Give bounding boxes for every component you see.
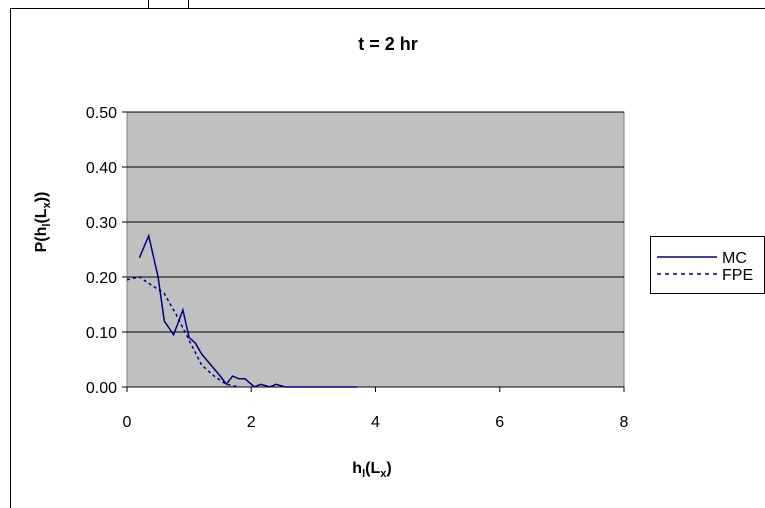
legend-label-fpe: FPE — [722, 267, 753, 284]
x-axis-label-open: (L — [365, 460, 380, 477]
legend-box — [650, 236, 765, 294]
y-tick-label: 0.30 — [86, 215, 117, 232]
top-border-fragment — [148, 0, 149, 9]
x-axis-label-main: h — [352, 460, 362, 477]
x-axis-label-sub1: l — [362, 468, 365, 480]
y-axis-ticks: 0.00 0.10 0.20 0.30 0.40 0.50 — [86, 105, 127, 397]
y-tick-label: 0.40 — [86, 160, 117, 177]
y-axis-label-close: )) — [33, 192, 50, 203]
x-tick-label: 4 — [371, 414, 380, 431]
x-axis-label-sub2: x — [380, 468, 387, 480]
y-axis-label-main: P(h — [33, 227, 50, 253]
legend-label-mc: MC — [722, 250, 747, 267]
legend: MC FPE — [650, 236, 765, 294]
x-tick-label: 6 — [495, 414, 504, 431]
x-axis-label-close: ) — [386, 460, 391, 477]
y-tick-label: 0.00 — [86, 380, 117, 397]
y-axis-label: P(hl(Lx)) — [33, 192, 53, 253]
x-tick-label: 8 — [620, 414, 629, 431]
chart-title: t = 2 hr — [358, 34, 418, 54]
y-tick-label: 0.10 — [86, 325, 117, 342]
x-axis-ticks: 0 2 4 6 8 — [123, 387, 629, 431]
top-border-fragment — [188, 0, 189, 9]
y-tick-label: 0.50 — [86, 105, 117, 122]
y-tick-label: 0.20 — [86, 270, 117, 287]
x-tick-label: 0 — [123, 414, 132, 431]
series-line-mc — [138, 233, 357, 388]
y-axis-label-open: (L — [33, 208, 50, 223]
y-axis-label-sub1: l — [41, 224, 53, 227]
series-line-fpe — [126, 276, 239, 388]
x-axis-label: hl(Lx) — [352, 460, 391, 480]
plot-area — [126, 111, 625, 388]
y-axis-label-sub2: x — [41, 201, 53, 208]
x-tick-label: 2 — [247, 414, 256, 431]
